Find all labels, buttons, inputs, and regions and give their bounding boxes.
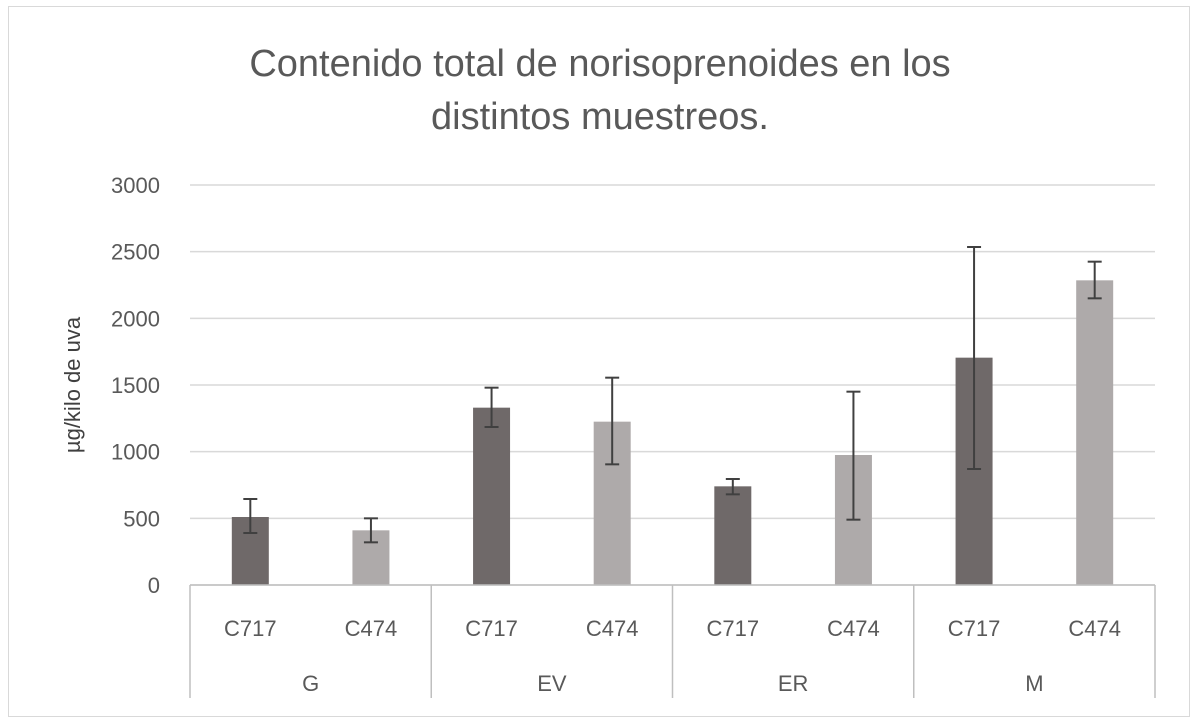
y-axis-title: µg/kilo de uva xyxy=(60,316,85,453)
chart-title-line-1: Contenido total de norisoprenoides en lo… xyxy=(249,43,951,85)
x-category-label: C474 xyxy=(1068,616,1121,641)
x-category-label: C717 xyxy=(465,616,518,641)
x-category-label: C474 xyxy=(345,616,398,641)
x-group-label: G xyxy=(302,671,319,696)
x-category-label: C474 xyxy=(586,616,639,641)
x-category-label: C474 xyxy=(827,616,880,641)
x-group-label: M xyxy=(1025,671,1043,696)
x-category-label: C717 xyxy=(948,616,1001,641)
chart-frame xyxy=(8,6,1190,717)
y-tick-label: 1500 xyxy=(111,373,160,398)
bar xyxy=(714,486,752,585)
x-group-label: EV xyxy=(537,671,567,696)
bar xyxy=(1076,280,1114,585)
y-tick-label: 1000 xyxy=(111,440,160,465)
x-group-label: ER xyxy=(778,671,809,696)
y-tick-label: 2500 xyxy=(111,240,160,265)
y-tick-label: 3000 xyxy=(111,173,160,198)
y-tick-label: 500 xyxy=(123,506,160,531)
y-tick-label: 0 xyxy=(148,573,160,598)
chart-title: Contenido total de norisoprenoides en lo… xyxy=(0,38,1200,144)
x-category-label: C717 xyxy=(707,616,760,641)
y-tick-label: 2000 xyxy=(111,306,160,331)
x-category-label: C717 xyxy=(224,616,277,641)
chart-title-line-2: distintos muestreos. xyxy=(431,96,769,138)
bar xyxy=(473,407,511,585)
